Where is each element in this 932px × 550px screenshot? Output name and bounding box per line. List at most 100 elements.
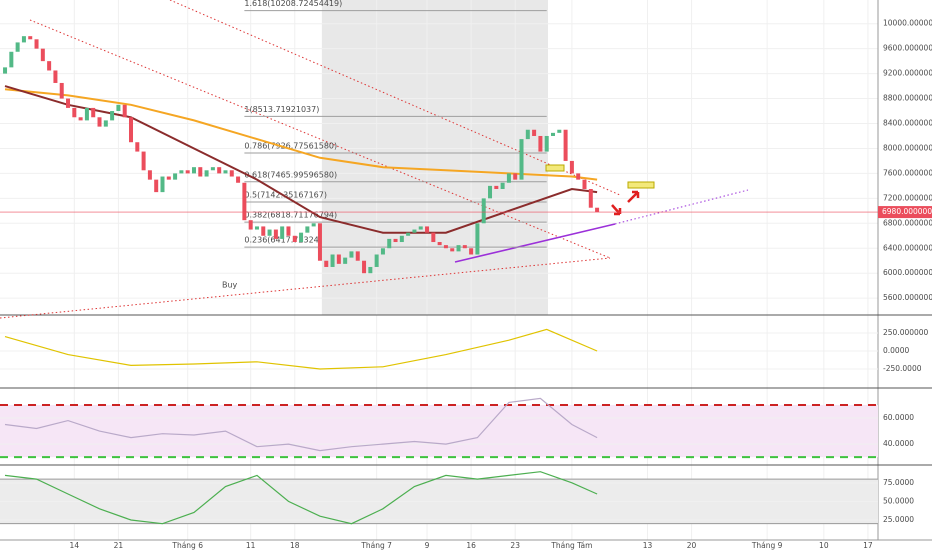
- x-tick-label: 16: [466, 541, 476, 550]
- candle-body: [311, 223, 316, 227]
- y-tick-label: -250.0000: [883, 364, 922, 373]
- candle-body: [122, 104, 127, 118]
- candle-body: [412, 229, 417, 233]
- moving-average: [4, 85, 598, 234]
- candle-body: [380, 248, 385, 255]
- fib-label: 1(8513.71921037): [244, 105, 319, 114]
- candle-body: [261, 226, 266, 236]
- candle-body: [47, 61, 52, 71]
- x-tick-label: Tháng 6: [171, 541, 203, 550]
- candle-body: [557, 129, 562, 133]
- candle-body: [324, 260, 329, 267]
- candle-body: [494, 185, 499, 189]
- x-tick-label: 11: [246, 541, 256, 550]
- x-tick-label: 17: [863, 541, 873, 550]
- y-tick-label: 8000.00000000: [883, 143, 932, 152]
- candle-body: [355, 251, 360, 261]
- y-tick-label: 9600.00000000: [883, 44, 932, 53]
- candle-body: [595, 207, 600, 213]
- candle-body: [147, 170, 152, 180]
- candle-body: [349, 251, 354, 258]
- fib-label: 0.236(6417.72324): [244, 236, 322, 245]
- candle-body: [393, 238, 398, 243]
- candle-body: [53, 70, 58, 83]
- indicator-line: [4, 471, 598, 525]
- y-tick-label: 8400.00000000: [883, 119, 932, 128]
- y-tick-label: 75.0000: [883, 478, 914, 487]
- trend-line: [454, 223, 616, 263]
- candle-body: [78, 117, 83, 121]
- candle-body: [330, 254, 335, 267]
- x-tick-label: Tháng Tám: [550, 541, 592, 550]
- x-tick-label: 23: [510, 541, 520, 550]
- last-price-label: 6980.00000000: [882, 207, 932, 216]
- y-tick-label: 40.0000: [883, 439, 914, 448]
- candle-body: [513, 173, 518, 180]
- fib-label: 1.618(10208.72454419): [244, 0, 342, 8]
- candle-body: [582, 179, 587, 189]
- x-tick-label: 18: [290, 541, 300, 550]
- candle-body: [299, 232, 304, 243]
- candle-body: [475, 223, 480, 255]
- x-tick-label: 9: [425, 541, 430, 550]
- candle-body: [91, 107, 96, 118]
- candle-body: [66, 98, 71, 108]
- candle-body: [248, 220, 253, 230]
- fib-label: 0.5(7142.35167167): [244, 190, 327, 199]
- candle-body: [223, 170, 228, 174]
- y-tick-label: 5600.00000000: [883, 293, 932, 302]
- y-tick-label: 9200.00000000: [883, 69, 932, 78]
- candle-body: [469, 248, 474, 255]
- candle-body: [28, 36, 33, 40]
- candle-body: [210, 167, 215, 171]
- candle-body: [544, 135, 549, 152]
- candle-body: [21, 36, 26, 43]
- buy-label: Buy: [222, 281, 238, 290]
- y-tick-label: 0.0000: [883, 346, 909, 355]
- candle-body: [135, 142, 140, 152]
- fib-label: 0.786(7926.77561580): [244, 142, 337, 151]
- y-tick-label: 6800.00000000: [883, 218, 932, 227]
- candle-body: [456, 245, 461, 252]
- candle-body: [160, 176, 165, 193]
- candle-body: [198, 167, 203, 177]
- candle-body: [569, 160, 574, 174]
- candle-body: [431, 232, 436, 243]
- candle-body: [110, 111, 115, 121]
- candle-body: [387, 238, 392, 249]
- candle-body: [3, 67, 8, 74]
- candle-body: [532, 129, 537, 136]
- candle-body: [286, 226, 291, 236]
- fib-label: 0.382(6818.71176794): [244, 211, 337, 220]
- candle-body: [179, 170, 184, 174]
- candle-body: [450, 248, 455, 252]
- candle-body: [418, 226, 423, 230]
- candle-body: [336, 254, 341, 264]
- y-tick-label: 8800.00000000: [883, 94, 932, 103]
- candle-body: [399, 235, 404, 243]
- y-tick-label: 6000.00000000: [883, 268, 932, 277]
- target-box: [545, 164, 565, 172]
- candle-body: [116, 104, 121, 112]
- candle-body: [166, 176, 171, 180]
- trend-line: [169, 0, 621, 196]
- candle-body: [267, 229, 272, 236]
- candle-body: [374, 254, 379, 267]
- x-tick-label: 13: [643, 541, 653, 550]
- candle-body: [273, 229, 278, 239]
- candle-body: [406, 232, 411, 236]
- band-fill: [0, 404, 878, 458]
- candle-body: [242, 182, 247, 221]
- candle-body: [563, 129, 568, 161]
- y-tick-label: 50.0000: [883, 496, 914, 505]
- candle-body: [317, 223, 322, 261]
- candle-body: [97, 117, 102, 127]
- fib-label: 0.618(7465.99596580): [244, 170, 337, 179]
- candle-body: [236, 176, 241, 183]
- candle-body: [500, 182, 505, 189]
- y-tick-label: 60.0000: [883, 413, 914, 422]
- candle-body: [217, 167, 222, 174]
- trend-line: [614, 189, 749, 225]
- y-tick-label: 7200.00000000: [883, 193, 932, 202]
